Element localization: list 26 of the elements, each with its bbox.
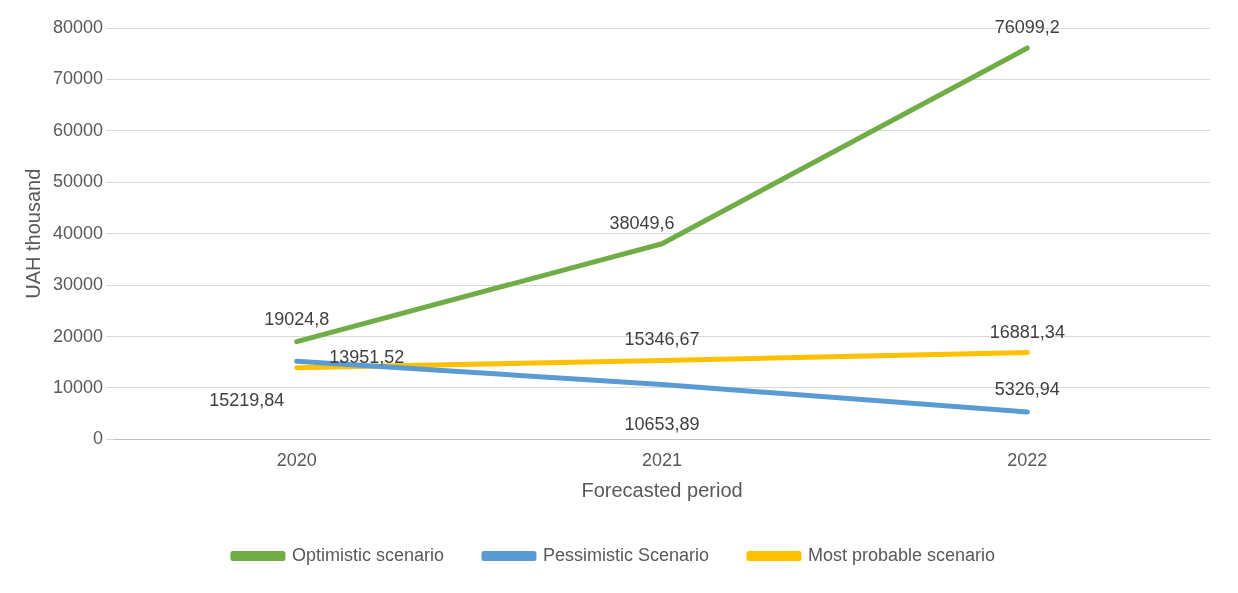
y-tick-label: 10000 xyxy=(52,376,104,397)
y-tick-label: 70000 xyxy=(52,68,104,89)
data-label: 76099,2 xyxy=(994,17,1060,38)
y-axis-title: UAH thousand xyxy=(21,168,44,299)
y-tick-label: 60000 xyxy=(52,119,104,140)
y-tick-label: 0 xyxy=(93,428,104,449)
x-axis-title: Forecasted period xyxy=(581,478,743,501)
data-label: 13951,52 xyxy=(329,346,405,367)
legend-label: Optimistic scenario xyxy=(291,544,444,565)
y-tick-label: 50000 xyxy=(52,171,104,192)
legend-label: Pessimistic Scenario xyxy=(542,544,710,565)
data-label: 15346,67 xyxy=(624,329,700,350)
data-label: 19024,8 xyxy=(264,308,330,329)
x-tick-label: 2022 xyxy=(1007,450,1048,471)
data-label: 16881,34 xyxy=(989,321,1065,342)
data-label: 10653,89 xyxy=(624,413,700,434)
y-tick-label: 20000 xyxy=(52,325,104,346)
data-label: 15219,84 xyxy=(209,390,285,411)
y-tick-label: 80000 xyxy=(52,16,104,37)
data-label: 5326,94 xyxy=(994,378,1060,399)
x-tick-label: 2021 xyxy=(642,450,683,471)
x-tick-label: 2020 xyxy=(276,450,317,471)
y-tick-label: 30000 xyxy=(52,274,104,295)
y-tick-label: 40000 xyxy=(52,222,104,243)
legend-label: Most probable scenario xyxy=(808,544,996,565)
data-label: 38049,6 xyxy=(609,212,675,233)
